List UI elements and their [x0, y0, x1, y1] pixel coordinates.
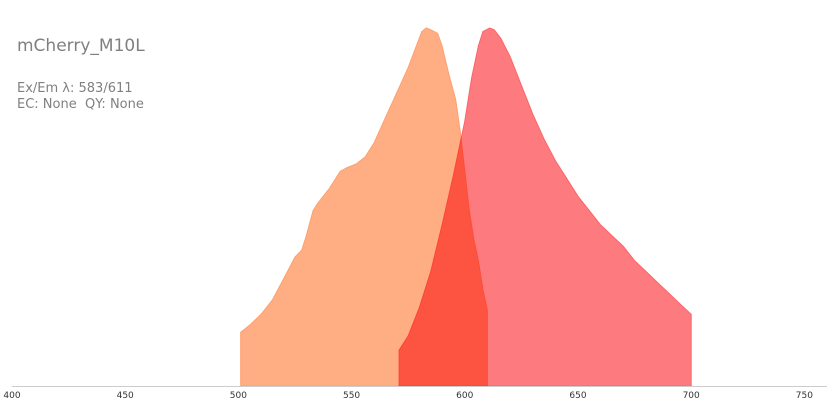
x-tick-label: 500: [230, 391, 247, 401]
x-tick-label: 550: [343, 391, 360, 401]
ec-qy-label: EC: None QY: None: [17, 97, 144, 112]
x-tick-label: 650: [569, 391, 586, 401]
series-em-area: [398, 27, 692, 387]
excitation-emission-label: Ex/Em λ: 583/611: [17, 81, 133, 96]
x-tick-label: 750: [796, 391, 813, 401]
x-tick-label: 700: [683, 391, 700, 401]
x-tick-label: 600: [456, 391, 473, 401]
x-tick-label: 450: [117, 391, 134, 401]
x-axis-ticks: 400 450 500 550 600 650 700 750: [3, 391, 813, 401]
chart-title: mCherry_M10L: [17, 36, 145, 56]
x-tick-label: 400: [3, 391, 20, 401]
spectrum-areas: [240, 27, 692, 387]
